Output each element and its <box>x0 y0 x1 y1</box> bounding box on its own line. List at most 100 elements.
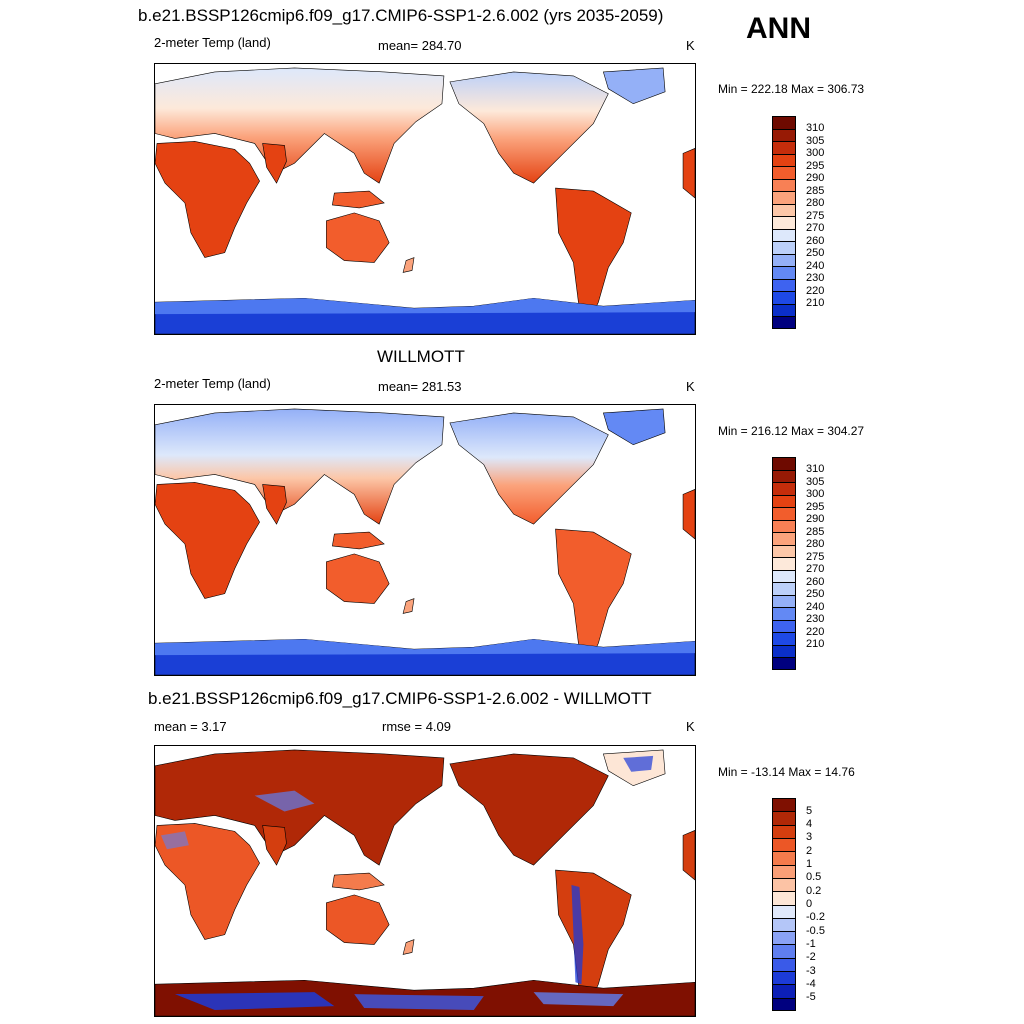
colorbar-swatch <box>773 958 795 973</box>
colorbar-swatch <box>773 117 795 130</box>
antarctica-anomaly-blue <box>174 992 335 1011</box>
new-zealand-landmass <box>402 598 415 614</box>
colorbar-swatch <box>773 583 795 596</box>
colorbar-swatch <box>773 167 795 180</box>
panel-3-title: b.e21.BSSP126cmip6.f09_g17.CMIP6-SSP1-2.… <box>148 689 652 708</box>
panel-3-minmax: Min = -13.14 Max = 14.76 <box>718 765 855 779</box>
season-label: ANN <box>746 12 811 45</box>
colorbar-swatch <box>773 838 795 853</box>
colorbar-swatch <box>773 254 795 268</box>
panel-2-variable-label: 2-meter Temp (land) <box>154 376 271 391</box>
colorbar-tick-label: 270 <box>806 222 825 235</box>
colorbar-swatch <box>773 595 795 609</box>
colorbar-swatch <box>773 129 795 143</box>
new-zealand-landmass <box>402 939 415 955</box>
panel-3-map <box>154 745 696 1017</box>
colorbar-swatch <box>773 799 795 813</box>
colorbar-tick-label: -3 <box>806 964 816 977</box>
antarctica-anomaly-blue-2 <box>354 994 484 1011</box>
colorbar-swatch <box>773 658 795 669</box>
india-landmass <box>262 825 287 866</box>
colorbar-tick-label: 250 <box>806 247 825 260</box>
australia-landmass <box>326 212 390 263</box>
greenland-anomaly <box>623 755 654 772</box>
colorbar-tick-label: 250 <box>806 588 825 601</box>
west-africa-edge <box>682 489 695 540</box>
colorbar-tick-label: 260 <box>806 234 825 247</box>
africa-landmass <box>155 823 260 940</box>
colorbar-tick-label: -5 <box>806 991 816 1004</box>
colorbar-swatch <box>773 545 795 559</box>
andes-anomaly <box>571 884 584 985</box>
colorbar-tick-label: 295 <box>806 159 825 172</box>
colorbar-tick-label: 280 <box>806 197 825 210</box>
colorbar-tick-label: 210 <box>806 638 825 651</box>
panel-3-map-svg <box>155 749 695 1016</box>
australia-landmass <box>326 894 390 945</box>
panel-2-map-svg <box>155 408 695 675</box>
india-landmass <box>262 484 287 525</box>
panel-1-mean-label: mean= 284.70 <box>378 38 462 53</box>
colorbar-swatch <box>773 633 795 646</box>
colorbar-tick-label: 285 <box>806 525 825 538</box>
colorbar-swatch <box>773 998 795 1010</box>
panel-1-units-label: K <box>686 38 695 53</box>
colorbar-swatch <box>773 458 795 471</box>
panel-2-title: WILLMOTT <box>377 347 465 366</box>
colorbar-swatch <box>773 470 795 484</box>
colorbar-swatch <box>773 945 795 959</box>
colorbar-tick-label: 0.2 <box>806 884 822 897</box>
colorbar-swatch <box>773 812 795 826</box>
eurasia-landmass <box>155 408 445 525</box>
colorbar-swatch <box>773 154 795 168</box>
panel-3-colorbar <box>772 798 796 1011</box>
panel-1-colorbar <box>772 116 796 329</box>
maritime-continent <box>331 531 385 550</box>
colorbar-swatch <box>773 142 795 155</box>
colorbar-tick-label: 260 <box>806 575 825 588</box>
panel-2-mean-label: mean= 281.53 <box>378 379 462 394</box>
colorbar-tick-label: -1 <box>806 937 816 950</box>
colorbar-swatch <box>773 304 795 318</box>
colorbar-swatch <box>773 918 795 933</box>
colorbar-tick-label: -2 <box>806 951 816 964</box>
colorbar-tick-label: 230 <box>806 272 825 285</box>
colorbar-swatch <box>773 483 795 496</box>
colorbar-swatch <box>773 267 795 280</box>
panel-3-rmse-label: rmse = 4.09 <box>382 719 452 734</box>
colorbar-tick-label: 305 <box>806 134 825 147</box>
west-africa-edge <box>682 148 695 199</box>
colorbar-tick-label: 240 <box>806 600 825 613</box>
colorbar-tick-label: 220 <box>806 625 825 638</box>
colorbar-swatch <box>773 217 795 230</box>
antarctica-anomaly-blue-3 <box>533 992 624 1007</box>
colorbar-swatch <box>773 852 795 866</box>
colorbar-tick-label: 0.5 <box>806 871 822 884</box>
colorbar-swatch <box>773 865 795 879</box>
new-zealand-landmass <box>402 257 415 273</box>
colorbar-swatch <box>773 508 795 521</box>
eurasia-landmass <box>155 67 445 184</box>
panel-2-minmax: Min = 216.12 Max = 304.27 <box>718 424 865 438</box>
colorbar-tick-label: -4 <box>806 977 816 990</box>
colorbar-swatch <box>773 520 795 534</box>
colorbar-tick-label: 295 <box>806 500 825 513</box>
colorbar-tick-label: 3 <box>806 831 813 844</box>
colorbar-swatch <box>773 985 795 999</box>
panel-2-colorbar <box>772 457 796 670</box>
colorbar-swatch <box>773 905 795 919</box>
south-america-landmass <box>555 528 632 666</box>
colorbar-swatch <box>773 179 795 193</box>
colorbar-tick-label: 210 <box>806 297 825 310</box>
colorbar-swatch <box>773 608 795 621</box>
north-america-landmass <box>449 71 609 184</box>
colorbar-swatch <box>773 192 795 205</box>
india-landmass <box>262 143 287 184</box>
eurasia-landmass <box>155 749 445 866</box>
colorbar-swatch <box>773 242 795 255</box>
africa-landmass <box>155 482 260 599</box>
colorbar-tick-label: 290 <box>806 172 825 185</box>
colorbar-tick-label: 290 <box>806 513 825 526</box>
colorbar-swatch <box>773 533 795 546</box>
colorbar-swatch <box>773 558 795 571</box>
